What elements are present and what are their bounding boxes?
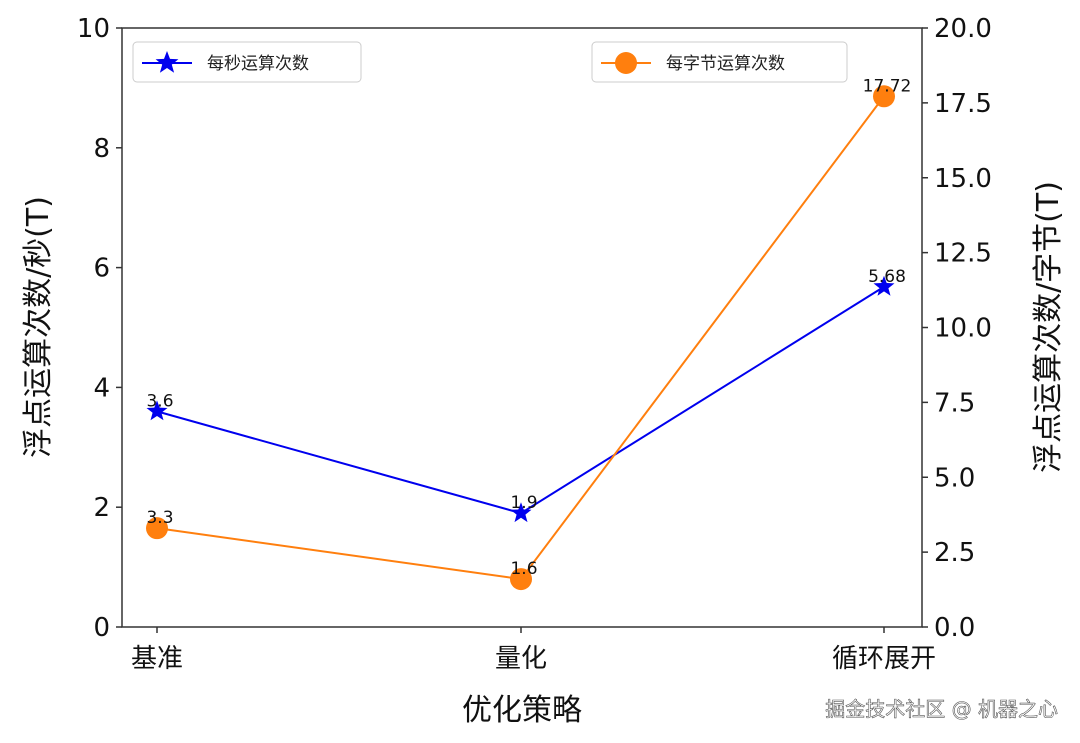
data-label: 1.9 [510,493,537,513]
data-label: 3.6 [146,391,173,411]
data-label: 17.72 [863,76,912,96]
y-right-tick-label: 2.5 [934,538,975,568]
x-tick-label: 量化 [495,644,547,674]
x-tick-label: 循环展开 [832,644,936,674]
y-left-tick-label: 2 [93,493,110,523]
watermark: 掘金技术社区 @ 机器之心 [825,697,1058,721]
circle-data-point [873,85,895,108]
y-axis-right-label: 浮点运算次数/字节(T) [1031,181,1066,473]
y-right-tick-label: 0.0 [934,613,975,643]
y-right-tick-label: 7.5 [934,388,975,418]
star-data-point [146,400,168,421]
circle-data-point [510,568,532,591]
y-left-tick-label: 6 [93,254,110,284]
x-tick-label: 基准 [131,644,183,674]
y-right-tick-label: 20.0 [934,14,992,44]
circle-marker-icon [615,52,637,74]
plot-frame [121,27,923,628]
legend-right: 每字节运算次数 [591,41,848,83]
y-right-tick-label: 5.0 [934,463,975,493]
star-marker-icon [155,51,179,73]
data-label: 5.68 [868,267,906,287]
y-left-tick-label: 10 [77,14,110,44]
x-axis-label: 优化策略 [462,693,582,728]
legend-left: 每秒运算次数 [132,41,362,83]
star-data-point [873,275,895,296]
data-label: 3.3 [146,508,173,528]
y-right-tick-label: 15.0 [934,164,992,194]
data-label: 1.6 [510,559,537,579]
series-line-1 [156,285,885,515]
y-left-tick-label: 8 [93,134,110,164]
circle-data-point [146,517,168,540]
star-data-point [510,502,532,523]
y-right-tick-label: 12.5 [934,239,992,269]
y-right-tick-label: 10.0 [934,314,992,344]
y-left-tick-label: 0 [93,613,110,643]
y-left-tick-label: 4 [93,373,110,403]
y-axis-left-label: 浮点运算次数/秒(T) [21,196,56,458]
legend-label-left: 每秒运算次数 [207,54,309,74]
legend-label-right: 每字节运算次数 [666,54,785,74]
y-right-tick-label: 17.5 [934,89,992,119]
